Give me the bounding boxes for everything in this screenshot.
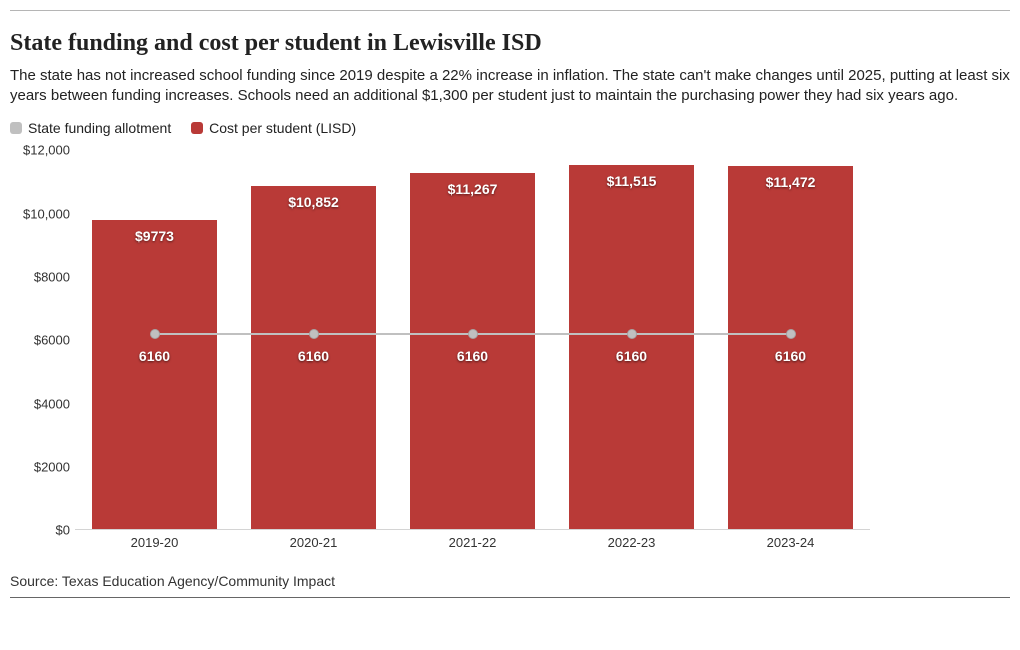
bar-value-label: $10,852 xyxy=(251,194,375,210)
chart-title: State funding and cost per student in Le… xyxy=(10,29,1010,58)
legend-swatch xyxy=(191,122,203,134)
bar-value-label: $11,472 xyxy=(728,174,852,190)
bar-value-label: $9773 xyxy=(92,228,216,244)
y-tick-label: $2000 xyxy=(10,459,70,474)
legend-label: State funding allotment xyxy=(28,120,171,136)
bar-value-label: $11,267 xyxy=(410,181,534,197)
legend-swatch xyxy=(10,122,22,134)
legend: State funding allotment Cost per student… xyxy=(10,120,1010,137)
figure-container: State funding and cost per student in Le… xyxy=(0,0,1020,650)
y-tick-label: $8000 xyxy=(10,269,70,284)
x-tick-label: 2021-22 xyxy=(449,529,497,550)
bar-value-label: $11,515 xyxy=(569,173,693,189)
chart-plot: $0 $2000 $4000 $6000 $8000 $10,000 $12,000 $97… xyxy=(10,145,1010,545)
legend-item: Cost per student (LISD) xyxy=(191,120,356,136)
line-value-label: 6160 xyxy=(775,348,806,364)
bar: $9773 xyxy=(92,220,216,529)
legend-label: Cost per student (LISD) xyxy=(209,120,356,136)
y-tick-label: $10,000 xyxy=(10,206,70,221)
source-text: Source: Texas Education Agency/Community… xyxy=(10,573,1010,589)
x-tick-label: 2023-24 xyxy=(767,529,815,550)
line-marker xyxy=(786,329,796,339)
line-marker xyxy=(468,329,478,339)
line-marker xyxy=(627,329,637,339)
x-tick-label: 2020-21 xyxy=(290,529,338,550)
line-value-label: 6160 xyxy=(298,348,329,364)
plot-area: $97732019-20$10,8522020-21$11,2672021-22… xyxy=(75,150,870,530)
line-marker xyxy=(309,329,319,339)
y-tick-label: $0 xyxy=(10,523,70,538)
line-value-label: 6160 xyxy=(616,348,647,364)
chart-subtitle: The state has not increased school fundi… xyxy=(10,66,1010,107)
y-tick-label: $12,000 xyxy=(10,143,70,158)
legend-item: State funding allotment xyxy=(10,120,171,136)
bar: $11,515 xyxy=(569,165,693,530)
x-tick-label: 2019-20 xyxy=(131,529,179,550)
line-value-label: 6160 xyxy=(457,348,488,364)
y-tick-label: $4000 xyxy=(10,396,70,411)
top-rule xyxy=(10,10,1010,11)
bottom-rule xyxy=(10,597,1010,598)
y-tick-label: $6000 xyxy=(10,333,70,348)
line-value-label: 6160 xyxy=(139,348,170,364)
x-tick-label: 2022-23 xyxy=(608,529,656,550)
line-marker xyxy=(150,329,160,339)
